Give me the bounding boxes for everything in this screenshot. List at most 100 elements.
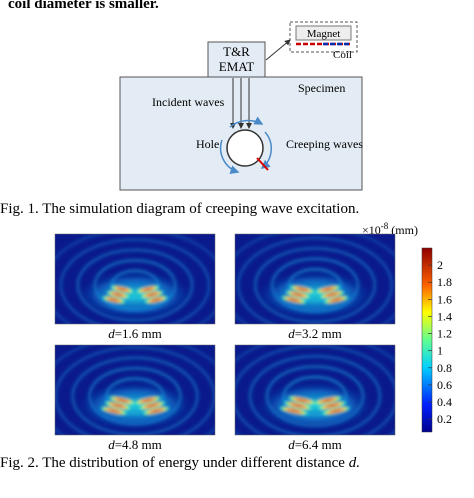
- panel-symbol: d: [288, 326, 295, 341]
- panel-symbol: d: [288, 437, 295, 452]
- panel-label: d=6.4 mm: [288, 437, 342, 452]
- heatmap-frame: [234, 344, 396, 436]
- hot-spot: [316, 401, 348, 411]
- glow: [75, 381, 195, 432]
- panel-symbol: d: [108, 437, 115, 452]
- defect: [256, 157, 269, 171]
- wave-bands: [235, 234, 395, 324]
- hot-spot: [133, 396, 163, 405]
- hot-spot: [137, 401, 167, 410]
- wave-band: [236, 236, 394, 324]
- cbar-tick-label: 1.2: [437, 327, 452, 341]
- hot-spot: [105, 290, 131, 299]
- exp-power: -8: [381, 221, 389, 231]
- hot-spot: [143, 295, 169, 304]
- wave-band: [55, 345, 215, 435]
- hole: [226, 129, 264, 167]
- hot-spot: [107, 396, 137, 405]
- heatmap: [234, 233, 396, 325]
- panel-value: =3.2 mm: [295, 326, 342, 341]
- hot-spot: [99, 406, 129, 416]
- colorbar: [421, 247, 433, 433]
- hot-spot: [280, 295, 308, 304]
- heatmap-content: [235, 345, 395, 435]
- cbar-tick-label: 0.6: [437, 378, 452, 392]
- coil-label: Coil: [333, 49, 352, 61]
- hot-spot: [314, 285, 342, 294]
- heatmap-frame: [54, 344, 216, 436]
- glow: [75, 270, 195, 321]
- cbar-tick-label: 1.4: [437, 309, 452, 323]
- wave-bands: [55, 234, 215, 324]
- top-text: coil diameter is smaller.: [8, 0, 159, 12]
- pointer: [265, 39, 291, 61]
- hot-spot: [139, 290, 165, 299]
- wave-bands: [55, 345, 215, 435]
- cbar-tick-label: 0.4: [437, 395, 452, 409]
- hot-spot: [135, 285, 161, 294]
- caption: Fig. 1. The simulation diagram of creepi…: [0, 201, 359, 217]
- heatmap: [54, 344, 216, 436]
- cbar-tick-label: 1: [437, 344, 443, 358]
- specimen-label: Specimen: [298, 81, 345, 95]
- hot-spot: [286, 395, 318, 405]
- caption-text: Fig. 2. The distribution of energy under…: [0, 455, 345, 471]
- hot-spot: [322, 295, 350, 304]
- hot-spot: [278, 406, 310, 416]
- heatmap-content: [55, 345, 215, 435]
- panel-label: d=3.2 mm: [288, 326, 342, 341]
- emat-label: T&R: [223, 44, 250, 59]
- cbar-tick-label: 0.8: [437, 361, 452, 375]
- hot-spot: [318, 290, 346, 299]
- heatmap: [234, 344, 396, 436]
- heatmap: [54, 233, 216, 325]
- hot-spot: [141, 406, 171, 416]
- wave-band: [71, 356, 199, 435]
- heatmap-frame: [54, 233, 216, 325]
- cbar-tick-label: 1.6: [437, 292, 452, 306]
- panel-symbol: d: [108, 326, 115, 341]
- emat-box: [207, 41, 266, 78]
- hot-spot: [284, 290, 312, 299]
- hot-spot: [109, 285, 135, 294]
- heatmap-content: [235, 234, 395, 324]
- panel-label: d=1.6 mm: [108, 326, 162, 341]
- glow: [255, 381, 375, 432]
- creeping-arrow: [229, 116, 264, 128]
- hot-spot: [282, 401, 314, 411]
- cbar-tick-label: 1.8: [437, 275, 452, 289]
- cbar-tick-label: 0.2: [437, 412, 452, 426]
- wave-band: [248, 354, 382, 435]
- cbar-exponent: ×10-8 (mm): [362, 221, 418, 237]
- caption-var: d.: [349, 455, 360, 471]
- hot-spot: [312, 395, 344, 405]
- exp-base: ×10: [362, 223, 381, 237]
- magnet-label: Magnet: [307, 28, 341, 40]
- cbar-unit: (mm): [391, 223, 418, 237]
- heatmap-content: [55, 234, 215, 324]
- cbar-tick-label: 2: [437, 258, 443, 272]
- hot-spot: [288, 285, 316, 294]
- wave-band: [59, 238, 211, 324]
- creeping-arrow: [219, 139, 240, 174]
- panel-value: =1.6 mm: [115, 326, 162, 341]
- incident-arrows: [230, 78, 252, 129]
- glow: [255, 270, 375, 321]
- hot-spot: [103, 401, 133, 410]
- hole-label: Hole: [196, 137, 219, 151]
- hot-spot: [320, 406, 352, 416]
- wave-band: [76, 248, 194, 322]
- wave-band: [253, 246, 377, 324]
- panel-value: =6.4 mm: [295, 437, 342, 452]
- magnet: [295, 25, 352, 41]
- caption: Fig. 2. The distribution of energy under…: [0, 455, 360, 471]
- panel-label: d=4.8 mm: [108, 437, 162, 452]
- magnet-box: [289, 21, 358, 53]
- emat-label: EMAT: [219, 59, 254, 74]
- panel-value: =4.8 mm: [115, 437, 162, 452]
- incident-label: Incident waves: [152, 95, 225, 109]
- hot-spot: [101, 295, 127, 304]
- wave-bands: [235, 345, 395, 435]
- wave-band: [235, 345, 395, 435]
